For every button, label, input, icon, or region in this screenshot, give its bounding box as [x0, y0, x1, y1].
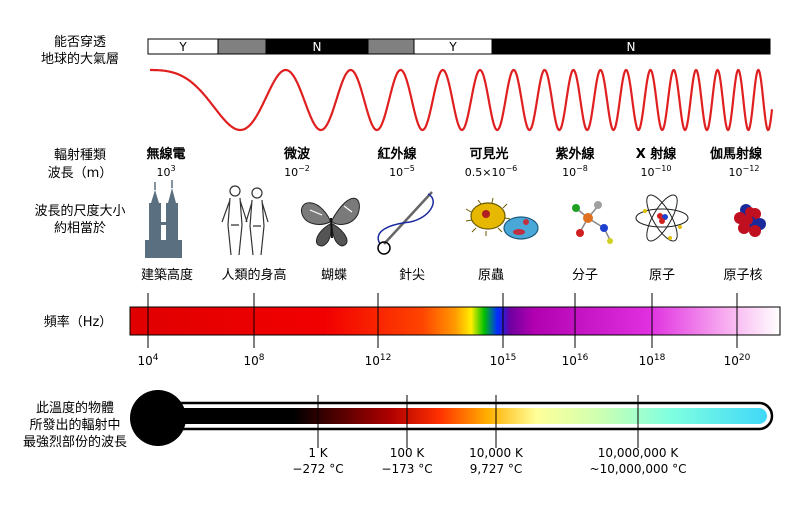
radiation-type-name: 紅外線 — [377, 146, 417, 162]
atmosphere-segment-label: N — [313, 40, 322, 54]
frequency-bar — [129, 306, 781, 336]
temperature-kelvin: 100 K — [390, 446, 426, 460]
radiation-type-name: 紫外線 — [555, 146, 595, 162]
radiation-type-name: X 射線 — [636, 146, 678, 162]
atmosphere-segment-label: N — [627, 40, 636, 54]
scale-objects: 建築高度 人類的身高 蝴蝶 針尖 原蟲 分子 原子 原子核 — [141, 267, 763, 283]
radiation-type-name: 伽馬射線 — [710, 146, 763, 162]
frequency-tick: 1020 — [724, 353, 751, 368]
wavelength-label: 波長（m） — [48, 166, 113, 181]
atmosphere-label-line2: 地球的大氣層 — [41, 51, 119, 67]
atmosphere-bar: Y N Y N — [147, 38, 771, 55]
frequency-label: 頻率（Hz） — [44, 314, 113, 330]
scale-object-name: 原蟲 — [478, 268, 504, 283]
wavelength-value: 103 — [156, 164, 175, 179]
atmosphere-segment — [491, 38, 771, 55]
frequency-tick: 104 — [137, 353, 158, 368]
temperature-label-line2: 所發出的輻射中 — [29, 417, 120, 433]
temperature-label-line3: 最強烈部份的波長 — [23, 434, 127, 450]
temperature-celsius: −272 °C — [292, 462, 343, 476]
atom-icon — [635, 194, 689, 242]
molecule-icon — [572, 201, 613, 244]
wavelength-value: 10−12 — [729, 164, 760, 179]
frequency-tick: 1015 — [490, 353, 517, 368]
wavelength-value: 10−10 — [641, 164, 672, 179]
frequency-tick: 1016 — [562, 353, 589, 368]
frequency-ticks: 104 108 1012 1015 1016 1018 1020 — [137, 353, 750, 368]
scale-object-name: 人類的身高 — [221, 267, 286, 283]
temperature-kelvin: 10,000 K — [469, 446, 524, 460]
atmosphere-segment — [367, 38, 415, 55]
radiation-type-name: 無線電 — [146, 146, 185, 162]
temperature-celsius: ~10,000,000 °C — [590, 462, 687, 476]
temperature-celsius: −173 °C — [381, 462, 432, 476]
frequency-tick: 108 — [243, 353, 264, 368]
butterfly-icon — [301, 197, 360, 247]
temperature-kelvin: 1 K — [308, 446, 328, 460]
temperature-label-line1: 此溫度的物體 — [36, 400, 114, 416]
humans-icon — [221, 185, 269, 256]
needle-icon — [377, 191, 434, 255]
scale-object-name: 原子核 — [723, 268, 762, 283]
frequency-tick: 1012 — [365, 353, 392, 368]
scale-object-name: 分子 — [572, 268, 598, 283]
temperature-ticks: 1 K −272 °C 100 K −173 °C 10,000 K 9,727… — [292, 446, 686, 476]
wavelength-value: 10−2 — [284, 164, 310, 179]
wave-line — [150, 68, 774, 132]
atmosphere-segment-label: Y — [448, 40, 457, 54]
scale-object-name: 原子 — [649, 268, 675, 283]
scale-object-name: 建築高度 — [141, 267, 193, 283]
scale-label-line1: 波長的尺度大小 — [34, 203, 125, 219]
building-icon — [145, 180, 182, 258]
nucleus-icon — [734, 204, 766, 237]
frequency-tick: 1018 — [639, 353, 666, 368]
temperature-tick-lines — [317, 395, 639, 448]
protozoa-icon — [465, 197, 539, 240]
radiation-type-label: 輻射種類 — [54, 147, 106, 163]
scale-object-name: 針尖 — [399, 268, 425, 283]
wavelength-value: 10−5 — [389, 164, 415, 179]
wavelength-value: 10−8 — [562, 164, 588, 179]
thermometer — [130, 390, 774, 446]
frequency-tick-lines — [147, 293, 738, 348]
scale-object-name: 蝴蝶 — [321, 268, 347, 283]
atmosphere-label-line1: 能否穿透 — [54, 34, 106, 50]
atmosphere-segment-label: Y — [178, 40, 187, 54]
temperature-celsius: 9,727 °C — [470, 462, 523, 476]
radiation-types: 無線電 微波 紅外線 可見光 紫外線 X 射線 伽馬射線 103 10−2 10… — [146, 146, 763, 179]
radiation-type-name: 微波 — [283, 146, 311, 162]
temperature-kelvin: 10,000,000 K — [598, 446, 680, 460]
radiation-type-name: 可見光 — [469, 146, 508, 162]
wavelength-value: 0.5×10−6 — [465, 164, 518, 179]
scale-label-line2: 約相當於 — [54, 220, 106, 236]
atmosphere-segment — [217, 38, 267, 55]
